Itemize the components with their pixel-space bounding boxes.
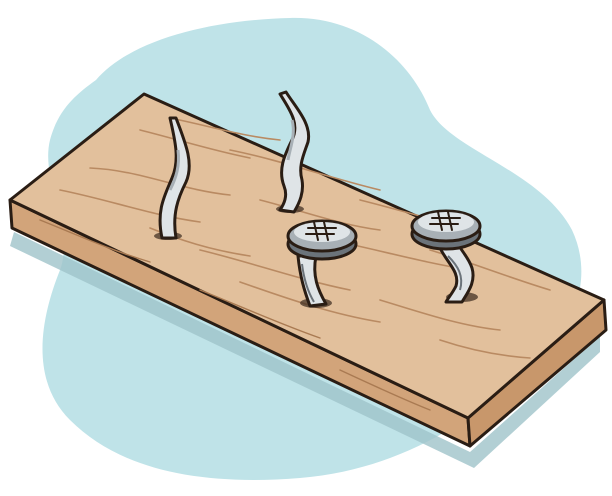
headed-nail-2 — [410, 209, 482, 304]
wood-grain-front — [39, 219, 431, 411]
headed-nail-1 — [286, 219, 358, 308]
bent-nail-1 — [158, 116, 191, 240]
bent-nail-2 — [278, 90, 311, 214]
